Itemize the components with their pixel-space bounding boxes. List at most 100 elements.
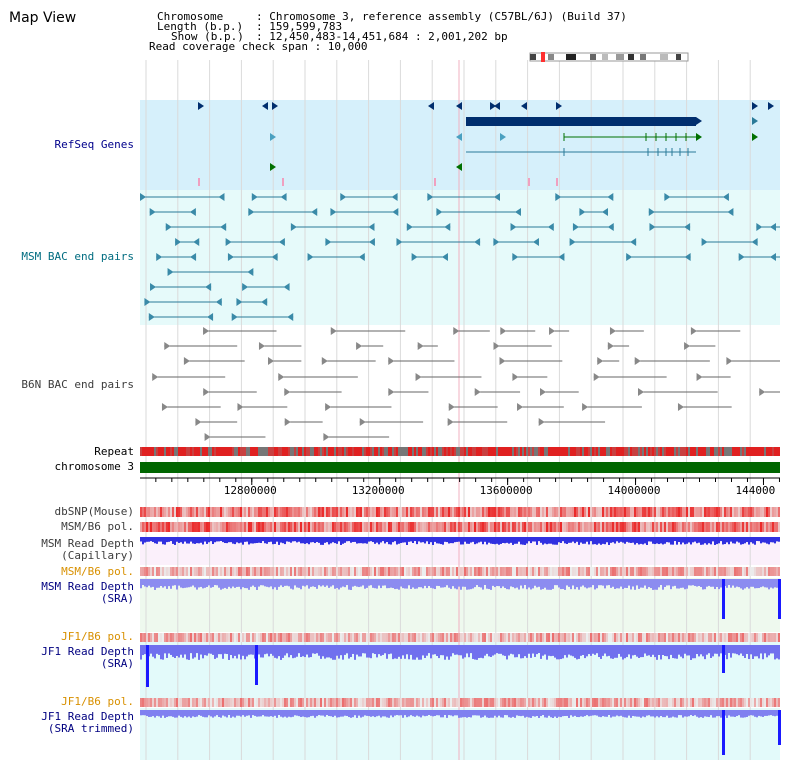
- jf1-pol2-cell: [278, 698, 280, 707]
- jf1-sra-bar: [508, 645, 510, 656]
- repeat-segment: [294, 447, 296, 456]
- jf1-pol-cell: [274, 633, 276, 642]
- track-label-refseq[interactable]: RefSeq Genes: [54, 138, 134, 151]
- track-label-b6n-bac[interactable]: B6N BAC end pairs: [21, 378, 134, 391]
- repeat-segment: [206, 447, 208, 456]
- gene-arrow: [768, 102, 774, 110]
- msm-bac-end: [391, 193, 398, 201]
- msm-capillary-bar: [678, 537, 680, 543]
- msm-pol-cell: [338, 522, 340, 532]
- dbsnp-cell: [582, 507, 584, 517]
- msm-sra-bar: [380, 579, 382, 589]
- jf1-pol2-cell: [502, 698, 504, 707]
- msm-bac-end: [189, 208, 196, 216]
- dbsnp-cell: [608, 507, 610, 517]
- jf1-sra-bar: [624, 645, 626, 659]
- jf1-sra-bar: [338, 645, 340, 659]
- repeat-segment: [430, 447, 432, 456]
- jf1-sra-bar: [522, 645, 524, 659]
- msm-pol2-cell: [742, 567, 744, 576]
- jf1-pol-cell: [190, 633, 192, 642]
- msm-bac-end: [558, 253, 565, 261]
- msm-pol2-cell: [632, 567, 634, 576]
- msm-sra-bar: [578, 579, 580, 590]
- msm-pol2-cell: [570, 567, 572, 576]
- repeat-segment: [708, 447, 710, 456]
- msm-capillary-bar: [344, 537, 346, 543]
- msm-capillary-bar: [470, 537, 472, 543]
- msm-capillary-bar: [446, 537, 448, 543]
- dbsnp-cell: [680, 507, 682, 517]
- msm-pol-cell: [336, 522, 338, 532]
- msm-pol2-cell: [460, 567, 462, 576]
- msm-sra-bar: [520, 579, 522, 586]
- msm-pol2-cell: [510, 567, 512, 576]
- msm-pol2-cell: [738, 567, 740, 576]
- msm-pol2-cell: [648, 567, 650, 576]
- jf1-sra-bar: [448, 645, 450, 660]
- jf1-pol-cell: [278, 633, 280, 642]
- ideogram-band: [548, 54, 554, 60]
- msm-sra-bar: [214, 579, 216, 586]
- jf1-pol2-cell: [254, 698, 256, 707]
- repeat-segment: [538, 447, 540, 456]
- repeat-segment: [604, 447, 606, 456]
- jf1-trim-bar: [628, 710, 630, 716]
- jf1-pol-cell: [350, 633, 352, 642]
- msm-pol-cell: [730, 522, 732, 532]
- msm-bac-end: [664, 193, 671, 201]
- dbsnp-cell: [532, 507, 534, 517]
- dbsnp-cell: [696, 507, 698, 517]
- dbsnp-cell: [414, 507, 416, 517]
- msm-pol-cell: [484, 522, 486, 532]
- jf1-trim-bar: [296, 710, 298, 716]
- msm-sra-bar: [766, 579, 768, 588]
- msm-pol-cell: [390, 522, 392, 532]
- dbsnp-cell: [626, 507, 628, 517]
- msm-capillary-bar: [692, 537, 694, 543]
- jf1-trim-bar: [274, 710, 276, 716]
- repeat-segment: [218, 447, 220, 456]
- dbsnp-cell: [662, 507, 664, 517]
- jf1-sra-bar: [764, 645, 766, 654]
- track-label-dbsnp: dbSNP(Mouse): [54, 505, 134, 518]
- msm-pol2-cell: [628, 567, 630, 576]
- msm-pol-cell: [552, 522, 554, 532]
- ideogram-band: [628, 54, 634, 60]
- msm-capillary-bar: [140, 537, 142, 542]
- dbsnp-cell: [234, 507, 236, 517]
- jf1-trim-bar: [752, 710, 754, 716]
- dbsnp-cell: [214, 507, 216, 517]
- jf1-trim-bar: [618, 710, 620, 717]
- msm-pol-cell: [428, 522, 430, 532]
- jf1-sra-bar: [302, 645, 304, 657]
- jf1-trim-bar: [592, 710, 594, 716]
- jf1-sra-bar: [600, 645, 602, 659]
- jf1-sra-bar: [460, 645, 462, 656]
- jf1-pol-cell: [764, 633, 766, 642]
- msm-capillary-bar: [310, 537, 312, 543]
- jf1-pol2-cell: [144, 698, 146, 707]
- dbsnp-cell: [698, 507, 700, 517]
- repeat-segment: [446, 447, 448, 456]
- msm-pol2-cell: [308, 567, 310, 576]
- msm-pol2-cell: [220, 567, 222, 576]
- msm-pol2-cell: [336, 567, 338, 576]
- jf1-trim-bar: [278, 710, 280, 716]
- msm-sra-bar: [594, 579, 596, 590]
- jf1-pol-cell: [746, 633, 748, 642]
- msm-capillary-bar: [170, 537, 172, 542]
- repeat-segment: [544, 447, 546, 456]
- jf1-pol2-cell: [186, 698, 188, 707]
- track-label-msm-bac[interactable]: MSM BAC end pairs: [21, 250, 134, 263]
- jf1-pol-cell: [526, 633, 528, 642]
- repeat-segment: [232, 447, 234, 456]
- jf1-pol-cell: [646, 633, 648, 642]
- jf1-trim-bar: [704, 710, 706, 717]
- msm-bac-end: [149, 208, 156, 216]
- msm-capillary-bar: [546, 537, 548, 545]
- jf1-pol2-cell: [206, 698, 208, 707]
- jf1-sra-bar: [388, 645, 390, 655]
- msm-pol2-cell: [418, 567, 420, 576]
